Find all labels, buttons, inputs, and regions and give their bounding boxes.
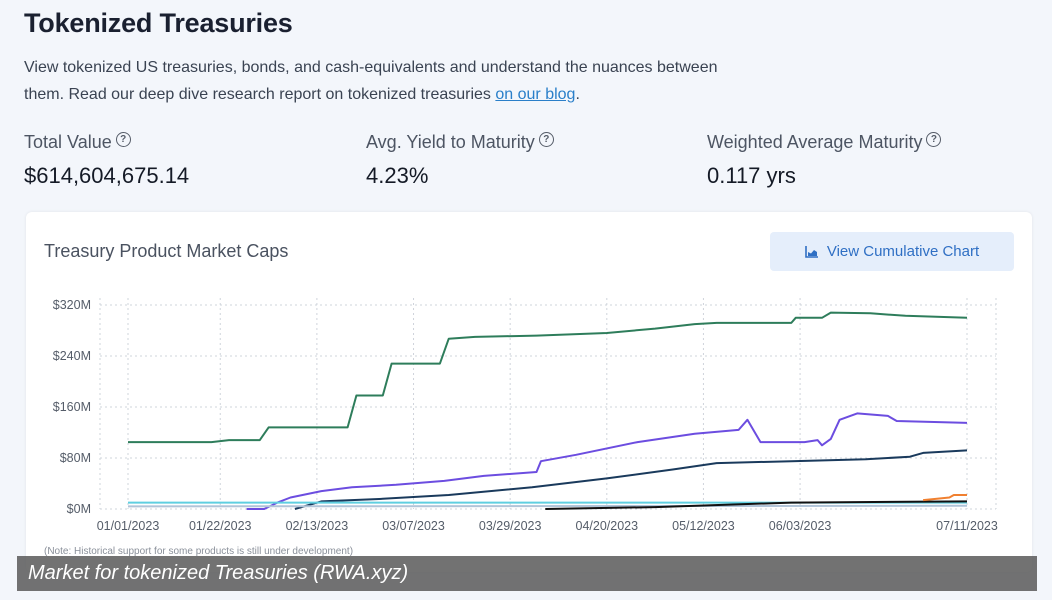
stat-weighted-maturity: Weighted Average Maturity? 0.117 yrs <box>707 132 942 189</box>
stat-total-value: Total Value? $614,604,675.14 <box>24 132 189 189</box>
y-tick-label: $0M <box>67 502 91 516</box>
series-line <box>127 504 968 508</box>
stat-label: Weighted Average Maturity <box>707 132 923 152</box>
chart-axis-labels: $0M $80M $160M $240M $320M 01/01/2023 01/22/20… <box>53 298 998 533</box>
y-tick-label: $160M <box>53 400 91 414</box>
x-tick-label: 05/12/2023 <box>672 519 735 533</box>
series-line <box>128 311 968 444</box>
caption-bar <box>17 556 1037 591</box>
intro-body: View tokenized US treasuries, bonds, and… <box>24 59 718 103</box>
stat-avg-yield: Avg. Yield to Maturity? 4.23% <box>366 132 554 189</box>
series-line <box>545 500 968 510</box>
chart-title: Treasury Product Market Caps <box>44 241 289 261</box>
chart-grid <box>99 298 997 510</box>
help-icon[interactable]: ? <box>538 132 554 147</box>
intro-end: . <box>575 86 580 103</box>
series-line <box>294 449 968 510</box>
y-tick-label: $320M <box>53 298 91 312</box>
y-tick-label: $80M <box>60 451 91 465</box>
x-tick-label: 06/03/2023 <box>769 519 832 533</box>
stat-value: 4.23% <box>366 163 429 188</box>
stat-value: 0.117 yrs <box>707 163 796 188</box>
x-tick-label: 01/22/2023 <box>189 519 252 533</box>
series-line <box>923 494 967 502</box>
stat-label: Avg. Yield to Maturity <box>366 132 535 152</box>
stat-label: Total Value <box>24 132 112 152</box>
x-tick-label: 03/29/2023 <box>479 519 542 533</box>
y-tick-label: $240M <box>53 349 91 363</box>
page-title: Tokenized Treasuries <box>24 8 293 38</box>
x-tick-label: 01/01/2023 <box>97 519 160 533</box>
button-label: View Cumulative Chart <box>826 243 980 260</box>
image-caption: Market for tokenized Treasuries (RWA.xyz… <box>28 562 409 584</box>
series-line <box>246 412 968 510</box>
stat-value: $614,604,675.14 <box>24 163 190 188</box>
x-tick-label: 07/11/2023 <box>936 519 998 533</box>
intro-text: View tokenized US treasuries, bonds, and… <box>24 54 724 108</box>
x-tick-label: 04/20/2023 <box>576 519 639 533</box>
x-tick-label: 03/07/2023 <box>382 519 445 533</box>
chart-series <box>127 311 968 510</box>
x-tick-label: 02/13/2023 <box>286 519 349 533</box>
blog-link[interactable]: on our blog <box>495 86 576 103</box>
help-icon[interactable]: ? <box>115 132 131 147</box>
chart-note: (Note: Historical support for some produ… <box>44 546 354 557</box>
chart-card <box>26 212 1032 572</box>
view-cumulative-chart-button[interactable]: View Cumulative Chart <box>770 232 1014 271</box>
help-icon[interactable]: ? <box>926 132 942 147</box>
area-chart-icon <box>805 245 818 258</box>
